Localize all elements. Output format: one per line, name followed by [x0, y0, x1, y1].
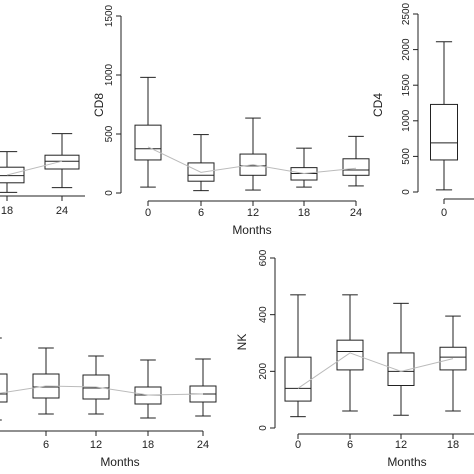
cd8-ytick-label-3: 1500	[104, 4, 115, 27]
bottom-left-partial-category-label-3: 18	[142, 439, 154, 451]
nk-category-label-0: 0	[295, 439, 301, 451]
nk-xlabel: Months	[387, 455, 426, 469]
bottom-left-partial-category-label-4: 24	[197, 439, 209, 451]
cd4-ylabel: CD4	[371, 93, 385, 117]
cd4-ytick-label-2: 1000	[401, 109, 412, 132]
top-left-partial-category-label-0: 18	[1, 205, 13, 217]
cd4-ytick-label-1: 500	[401, 148, 412, 165]
cd8-box-0-iqr	[134, 124, 162, 161]
nk-box-0-iqr	[284, 356, 312, 402]
top-left-partial-mean-line	[6, 160, 63, 176]
cd8-box-1-iqr	[187, 162, 215, 182]
nk-ylabel: NK	[235, 334, 249, 351]
cd8-ytick-label-0: 0	[104, 190, 115, 196]
cd4-ytick-label-3: 1500	[401, 74, 412, 97]
cd8-box-4-iqr	[342, 158, 370, 176]
nk-ytick-label-1: 200	[258, 363, 269, 380]
nk-category-label-2: 12	[395, 439, 407, 451]
cd8-category-label-0: 0	[145, 207, 151, 219]
nk-ytick-label-2: 400	[258, 306, 269, 323]
bottom-left-partial-category-label-1: 6	[43, 439, 49, 451]
cd8-mean-line	[147, 146, 357, 175]
top-left-partial-box-0-iqr	[0, 166, 25, 184]
cd8-category-label-3: 18	[298, 207, 310, 219]
bottom-left-partial-box-0-iqr	[0, 373, 8, 403]
cd4-ytick-label-0: 0	[401, 189, 412, 195]
bottom-left-partial-xlabel: Months	[100, 455, 139, 469]
cd8-xlabel: Months	[232, 223, 271, 237]
cd4-box-0-iqr	[430, 103, 458, 161]
cd8-category-label-2: 12	[247, 207, 259, 219]
cd8-ytick-label-2: 1000	[104, 63, 115, 86]
bottom-left-partial-category-label-2: 12	[90, 439, 102, 451]
nk-box-3-iqr	[439, 346, 467, 371]
cd8-ytick-label-1: 500	[104, 125, 115, 142]
nk-ytick-label-0: 0	[258, 425, 269, 431]
cd8-ylabel: CD8	[92, 93, 106, 117]
cd8-category-label-4: 24	[350, 207, 362, 219]
cd4-ytick-label-4: 2000	[401, 38, 412, 61]
cd4-category-label-0: 0	[441, 207, 447, 219]
nk-box-1-iqr	[336, 339, 364, 371]
cd8-category-label-1: 6	[198, 207, 204, 219]
nk-category-label-3: 18	[447, 439, 459, 451]
nk-category-label-1: 6	[347, 439, 353, 451]
nk-mean-line	[297, 352, 454, 389]
top-left-partial-category-label-1: 24	[56, 205, 68, 217]
nk-box-2-iqr	[387, 352, 415, 386]
nk-ytick-label-3: 600	[258, 249, 269, 266]
cd8-box-2-iqr	[239, 153, 267, 176]
top-left-partial-box-1-iqr	[44, 154, 80, 170]
cd4-ytick-label-5: 2500	[401, 2, 412, 25]
bottom-left-partial-mean-line	[0, 385, 204, 396]
